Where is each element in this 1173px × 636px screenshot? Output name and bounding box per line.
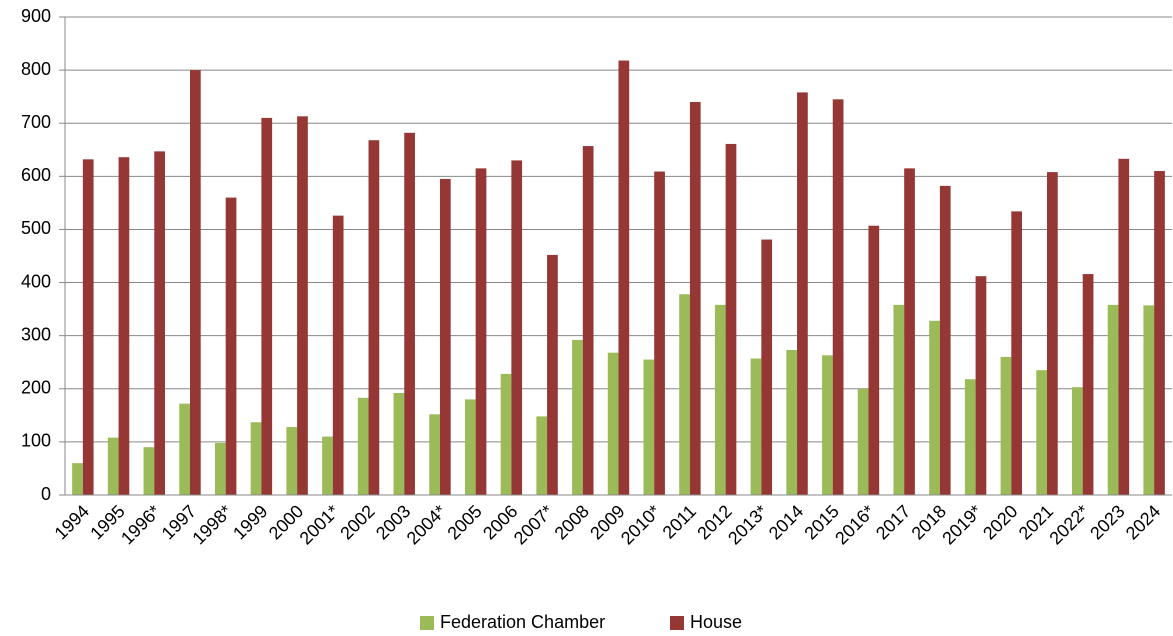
bar [964, 379, 976, 495]
x-tick-label: 1996* [117, 501, 164, 548]
bar [332, 215, 344, 495]
bar [750, 358, 762, 495]
bar [286, 427, 298, 495]
bar [189, 70, 201, 495]
bar [475, 168, 487, 495]
bar [214, 442, 226, 495]
legend-swatch [670, 616, 684, 630]
y-tick-label: 100 [21, 431, 51, 451]
x-tick-label: 2022* [1045, 501, 1092, 548]
bar [107, 437, 119, 495]
bar [857, 388, 869, 495]
y-tick-label: 600 [21, 165, 51, 185]
bar [82, 159, 94, 496]
y-tick-label: 200 [21, 378, 51, 398]
bar [654, 171, 665, 495]
x-tick-label: 2019* [938, 501, 985, 548]
y-tick-label: 400 [21, 271, 51, 291]
legend-swatch [420, 616, 434, 630]
bar [786, 350, 798, 495]
bar [1072, 387, 1083, 495]
x-tick-label: 2020 [979, 501, 1021, 543]
bar [582, 146, 594, 495]
x-tick-label: 1999 [229, 501, 271, 543]
bar [72, 463, 83, 495]
y-tick-label: 0 [41, 484, 51, 504]
bar [572, 339, 583, 495]
x-tick-label: 2014 [765, 501, 807, 543]
x-tick-label: 1998* [188, 501, 235, 548]
x-tick-label: 2016* [831, 501, 878, 548]
x-tick-label: 2013* [724, 501, 771, 548]
bar [439, 178, 451, 495]
x-tick-label: 2001* [296, 501, 343, 548]
bar [868, 225, 880, 495]
bar [118, 157, 130, 496]
bar [464, 399, 476, 495]
bar [618, 60, 630, 495]
bar [1000, 356, 1012, 495]
bar [832, 99, 844, 496]
bar [297, 116, 308, 495]
bar [1036, 370, 1048, 495]
bar [643, 359, 655, 495]
bar [1082, 274, 1094, 495]
x-tick-label: 2011 [659, 501, 701, 543]
y-tick-label: 300 [21, 324, 51, 344]
bar [143, 447, 155, 495]
bar [1143, 305, 1155, 495]
bar [714, 304, 726, 495]
bar [225, 197, 237, 496]
bar [357, 397, 369, 495]
bar [1118, 158, 1130, 495]
bar [893, 304, 905, 495]
bar [322, 436, 333, 495]
x-tick-label: 2004* [403, 501, 450, 548]
legend-label: House [690, 612, 742, 632]
bar [261, 117, 273, 496]
legend-label: Federation Chamber [440, 612, 605, 632]
x-tick-label: 2007* [510, 501, 557, 548]
bar [939, 185, 951, 496]
bar [368, 140, 380, 495]
x-tick-label: 2023 [1086, 501, 1128, 543]
bar [689, 101, 701, 495]
bar [725, 143, 737, 496]
bar [761, 239, 773, 495]
bar [511, 160, 523, 495]
x-tick-label: 2005 [443, 501, 485, 543]
bar [154, 151, 165, 496]
bar [500, 373, 512, 495]
bar [393, 393, 405, 495]
bar [679, 294, 690, 495]
x-tick-label: 2017 [872, 501, 914, 543]
y-tick-label: 500 [21, 218, 51, 238]
bar [975, 276, 987, 495]
bar [429, 414, 440, 495]
x-tick-label: 2008 [551, 501, 593, 543]
x-tick-label: 1994 [51, 501, 93, 543]
bar [1011, 211, 1023, 496]
bar [1107, 304, 1119, 495]
bar [1047, 172, 1058, 495]
bar [607, 352, 619, 495]
bar [929, 320, 940, 495]
bar [904, 168, 915, 495]
bar [1154, 171, 1165, 495]
y-tick-label: 800 [21, 59, 51, 79]
y-tick-label: 700 [21, 112, 51, 132]
bar [547, 254, 558, 495]
bar [404, 132, 415, 495]
bar [797, 92, 808, 495]
x-tick-label: 2002 [336, 501, 378, 543]
bar [822, 355, 833, 495]
x-tick-label: 2024 [1122, 501, 1164, 543]
bar [536, 416, 548, 495]
bar [250, 422, 262, 495]
bar [179, 403, 190, 495]
x-tick-label: 2010* [617, 501, 664, 548]
y-tick-label: 900 [21, 6, 51, 26]
